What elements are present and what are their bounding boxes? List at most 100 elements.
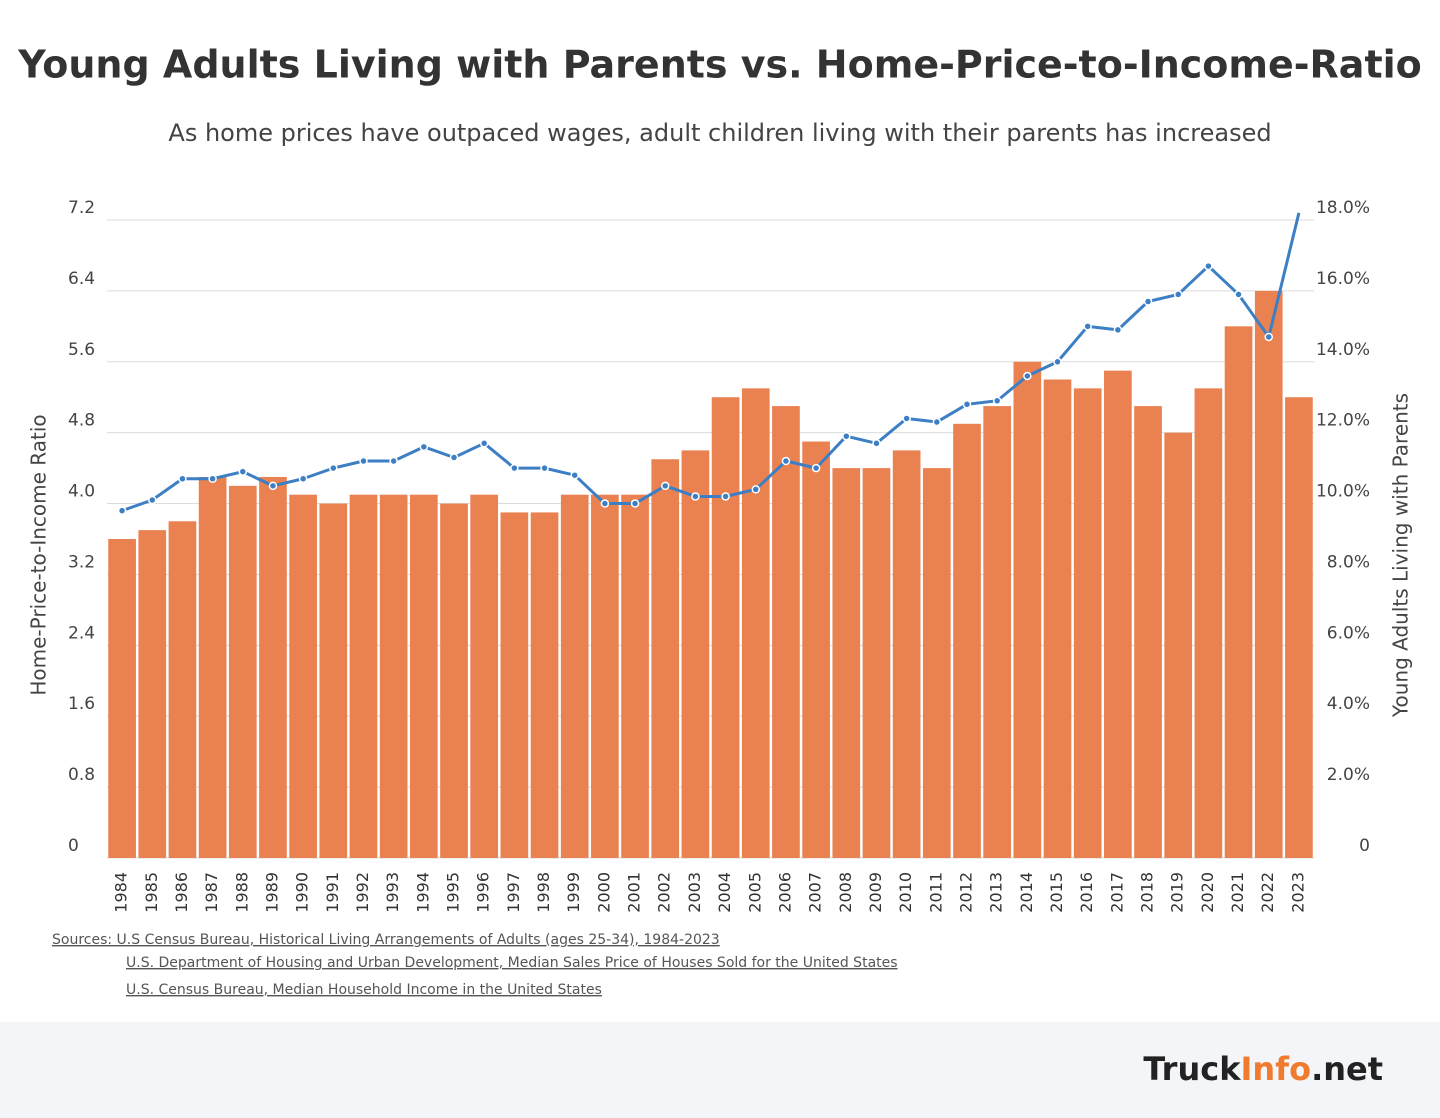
bar [922,468,951,858]
y2-tick-label: 18.0% [1316,198,1370,218]
line-marker [510,463,519,473]
x-tick-label: 1990 [293,872,312,913]
x-tick-label: 2012 [956,872,975,913]
bar [228,485,257,858]
line-marker [842,431,851,441]
y-tick-label: 1.6 [68,694,95,714]
x-tick-label: 2014 [1017,872,1036,913]
y2-tick-label: 14.0% [1316,340,1370,360]
bar [953,423,981,858]
brand-part: Info [1240,1050,1311,1088]
line-marker [902,414,911,423]
y-axis-title: Home-Price-to-Income Ratio [27,414,51,695]
line-marker [1143,297,1153,306]
line-marker [208,474,217,483]
y-tick-label: 2.4 [68,623,95,643]
bar [892,450,921,858]
x-tick-label: 2023 [1288,872,1307,913]
line-marker [298,474,308,483]
x-tick-label: 2016 [1077,872,1096,913]
line-marker [811,463,821,473]
bar [591,494,619,858]
x-tick-label: 2003 [685,872,704,913]
x-tick-label: 1985 [142,872,161,913]
x-tick-label: 2001 [625,872,644,913]
bar [711,397,740,858]
line-marker [1083,322,1092,331]
line-marker [932,417,942,427]
line-marker [178,474,187,483]
x-tick-label: 2005 [745,872,764,913]
bar [259,476,287,858]
brand-part: Truck [1143,1050,1241,1088]
line-marker [117,506,127,515]
bar [1254,290,1283,858]
x-tick-label: 2013 [987,872,1006,913]
y-tick-label: 0.8 [68,765,95,785]
bar [138,530,167,858]
bar [1194,388,1223,858]
x-tick-label: 2006 [775,872,794,913]
x-tick-label: 2000 [594,872,613,913]
line-marker [872,439,881,448]
bar [168,521,197,858]
y2-tick-label: 10.0% [1316,482,1370,502]
y-tick-label: 5.6 [68,340,95,360]
x-tick-label: 1994 [413,872,432,913]
y-tick-label: 4.0 [68,482,95,502]
line-marker [479,439,489,448]
bar [560,494,589,858]
chart-title: Young Adults Living with Parents vs. Hom… [17,43,1422,87]
y2-tick-label: 4.0% [1327,694,1370,714]
bar [1104,370,1132,858]
bar [379,494,408,858]
bar [410,494,438,858]
y2-tick-label: 16.0% [1316,269,1370,289]
x-tick-label: 2020 [1198,872,1217,913]
y2-tick-label: 6.0% [1327,623,1370,643]
bar [832,468,861,858]
bar [349,494,378,858]
bar [1134,406,1162,858]
line-marker [419,442,429,452]
bar [470,494,499,858]
x-tick-label: 1991 [323,872,342,913]
bar [289,494,317,858]
x-tick-label: 1989 [262,872,281,913]
line-marker [781,456,791,466]
x-tick-label: 1997 [504,872,523,913]
line-marker [1234,290,1243,299]
line-marker [238,467,248,476]
x-tick-label: 2010 [896,872,915,913]
source-note: Sources: U.S Census Bureau, Historical L… [52,932,720,948]
bar [108,539,136,858]
line-marker [570,470,579,480]
bar [621,494,649,858]
bar [802,441,830,858]
bar [1164,432,1193,858]
bar [681,450,710,858]
x-tick-label: 2011 [926,872,945,913]
x-tick-label: 2007 [806,872,825,913]
y-tick-label: 7.2 [68,198,95,218]
x-tick-label: 1992 [353,872,372,913]
x-tick-label: 2015 [1047,872,1066,913]
y2-tick-label: 2.0% [1327,765,1370,785]
x-tick-label: 1995 [444,872,463,913]
bar [862,468,891,858]
bar [651,459,680,858]
bar [530,512,559,858]
y-tick-label: 4.8 [68,411,95,431]
x-tick-label: 2009 [866,872,885,913]
x-tick-label: 2021 [1228,872,1247,913]
y-tick-label: 3.2 [68,552,95,572]
line-marker [540,463,549,473]
bar [500,512,529,858]
line-marker [1023,371,1032,381]
x-tick-label: 2022 [1258,872,1277,913]
brand: TruckInfo.net [1143,1050,1383,1088]
x-tick-label: 2004 [715,872,734,913]
y2-tick-label: 0 [1359,836,1370,856]
bar [983,406,1011,858]
